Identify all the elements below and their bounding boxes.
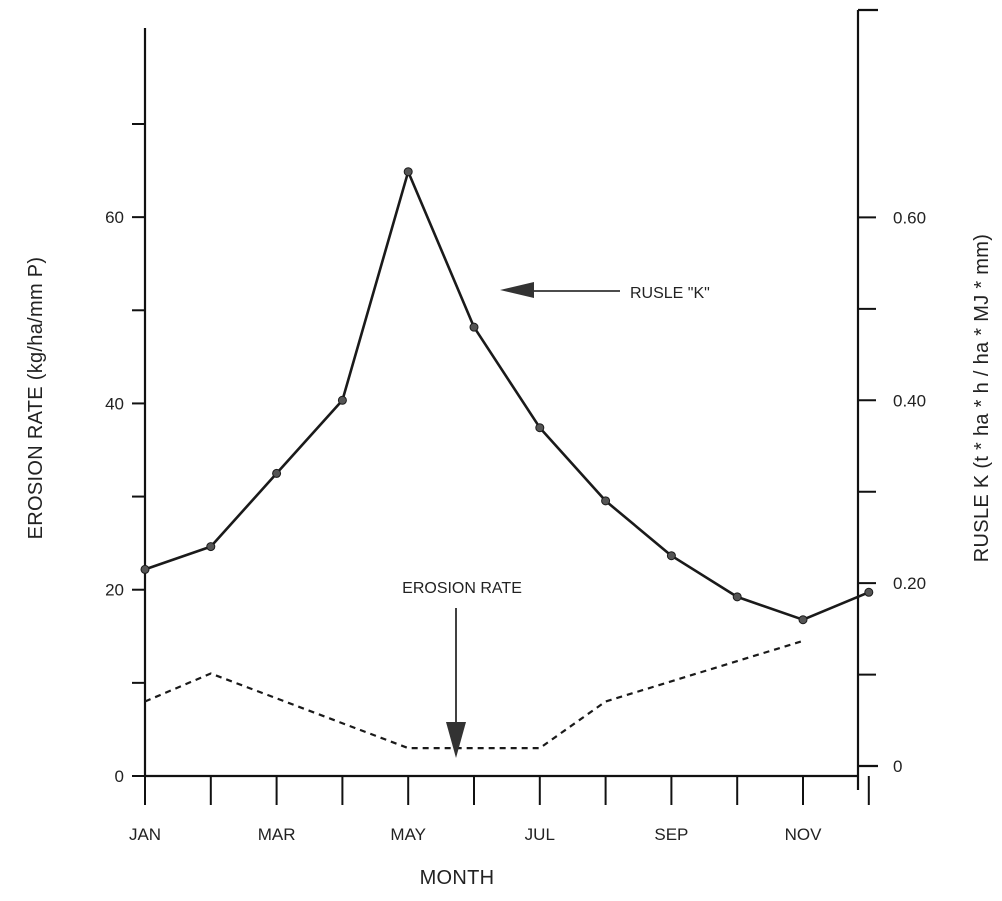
- rusle-k-point: [206, 542, 216, 552]
- annotations-group: RUSLE "K" EROSION RATE: [402, 282, 710, 758]
- rusle-k-point: [601, 496, 611, 506]
- right-y-axis-title: RUSLE K (t * ha * h / ha * MJ * mm): [971, 234, 993, 562]
- rusle-k-annotation: RUSLE "K": [630, 285, 710, 302]
- left-y-tick-label: 60: [105, 208, 124, 227]
- right-y-tick-label: 0: [893, 757, 902, 776]
- series-group: [140, 167, 874, 750]
- rusle-k-point: [535, 423, 545, 433]
- rusle-k-arrow-head: [500, 282, 534, 298]
- rusle-k-line: [144, 170, 870, 621]
- right-y-tick-label: 0.20: [893, 574, 926, 593]
- x-tick-label: JAN: [129, 825, 161, 844]
- x-tick-label: MAR: [258, 825, 296, 844]
- rusle-k-point: [732, 592, 742, 602]
- right-y-tick-label: 0.60: [893, 208, 926, 227]
- rusle-k-point: [864, 587, 874, 597]
- rusle-k-point: [272, 468, 282, 478]
- x-tick-label: NOV: [785, 825, 823, 844]
- right-y-tick-label: 0.40: [893, 391, 926, 410]
- rusle-k-point: [337, 395, 347, 405]
- rusle-k-point: [403, 167, 413, 177]
- axes-group: [143, 8, 878, 790]
- erosion-rate-line: [144, 639, 804, 750]
- erosion-rate-arrow-head: [446, 722, 466, 758]
- left-ticks-group: 0 20 40 60: [105, 123, 145, 786]
- right-ticks-group: 0 0.20 0.40 0.60: [858, 208, 926, 776]
- x-axis-title: MONTH: [420, 867, 495, 889]
- erosion-rate-annotation: EROSION RATE: [402, 580, 522, 597]
- x-tick-label: JUL: [525, 825, 555, 844]
- left-y-axis-title: EROSION RATE (kg/ha/mm P): [25, 257, 47, 540]
- rusle-k-point: [140, 564, 150, 574]
- x-tick-label: MAY: [390, 825, 426, 844]
- x-ticks-group: JAN MAR MAY JUL SEP NOV: [129, 776, 870, 844]
- rusle-k-point: [469, 322, 479, 332]
- left-y-tick-label: 0: [115, 767, 124, 786]
- x-tick-label: SEP: [654, 825, 688, 844]
- rusle-k-point: [798, 615, 808, 625]
- left-y-tick-label: 20: [105, 581, 124, 600]
- left-y-tick-label: 40: [105, 394, 124, 413]
- rusle-k-point: [666, 551, 676, 561]
